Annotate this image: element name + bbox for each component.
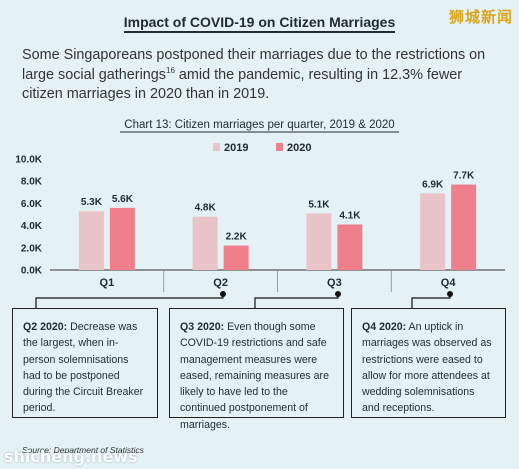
y-tick-label: 4.0K [21, 221, 43, 232]
data-label-2019-Q3: 5.1K [308, 199, 330, 210]
chart-title: Chart 13: Citizen marriages per quarter,… [124, 119, 394, 131]
panel-q4-label: Q4 2020: [362, 321, 407, 333]
data-label-2020-Q2: 2.2K [226, 232, 248, 243]
intro-text-before: Some Singaporeans postponed their marria… [22, 47, 486, 83]
panel-q4: Q4 2020: An uptick in marriages was obse… [351, 308, 506, 418]
intro-paragraph: Some Singaporeans postponed their marria… [22, 46, 501, 105]
data-label-2019-Q4: 6.9K [422, 179, 444, 190]
connector-q4-line [411, 294, 451, 309]
legend-label-2020: 2020 [287, 142, 311, 154]
bar-2019-Q2 [192, 216, 218, 270]
page-heading-text: Impact of COVID-19 on Citizen Marriages [123, 14, 396, 33]
intro-text-after: amid the pandemic, resulting in 12.3% fe… [22, 66, 463, 103]
bar-2019-Q1 [78, 211, 104, 270]
x-tick-label-Q1: Q1 [100, 277, 115, 289]
bar-2019-Q4 [420, 193, 446, 270]
y-tick-label: 2.0K [21, 243, 43, 254]
bar-2020-Q4 [451, 184, 477, 270]
legend-swatch-2019 [213, 143, 220, 151]
y-tick-label: 0.0K [21, 266, 43, 277]
bar-2020-Q2 [223, 245, 249, 270]
panel-q2-label: Q2 2020: [23, 321, 68, 333]
legend-label-2019: 2019 [224, 142, 248, 154]
source-note: Source: Department of Statistics [22, 445, 144, 455]
panel-q3: Q3 2020: Even though some COVID-19 restr… [169, 308, 344, 431]
panel-q4-text: An uptick in marriages was observed as r… [362, 321, 492, 415]
bar-2020-Q3 [337, 224, 363, 270]
data-label-2019-Q1: 5.3K [81, 197, 103, 208]
data-label-2020-Q4: 7.7K [453, 171, 475, 182]
data-label-2019-Q2: 4.8K [195, 203, 217, 214]
x-tick-label-Q3: Q3 [327, 277, 342, 289]
watermark-top: 狮城新闻 [448, 8, 513, 26]
x-tick-label-Q2: Q2 [213, 277, 228, 289]
panel-q3-text: Even though some COVID-19 restrictions a… [180, 321, 329, 431]
bar-2020-Q1 [109, 207, 135, 270]
x-tick-label-Q4: Q4 [441, 277, 457, 289]
connector-q3-line [254, 294, 339, 309]
watermark-bottom: shicheng.news [4, 447, 138, 466]
data-label-2020-Q3: 4.1K [339, 210, 361, 221]
panel-q3-label: Q3 2020: [180, 321, 225, 333]
bar-2019-Q3 [306, 213, 332, 270]
y-tick-label: 6.0K [21, 199, 43, 210]
legend-swatch-2020 [276, 143, 283, 151]
data-label-2020-Q1: 5.6K [112, 194, 134, 205]
panel-q2-text: Decrease was the largest, when in-person… [23, 321, 144, 415]
y-tick-label: 8.0K [21, 177, 43, 188]
panel-q2: Q2 2020: Decrease was the largest, when … [12, 308, 158, 418]
footnote-ref: 16 [166, 65, 175, 75]
page-heading: Impact of COVID-19 on Citizen Marriages [0, 14, 519, 33]
connector-q2-line [35, 294, 224, 309]
y-tick-label: 10.0K [15, 155, 42, 166]
